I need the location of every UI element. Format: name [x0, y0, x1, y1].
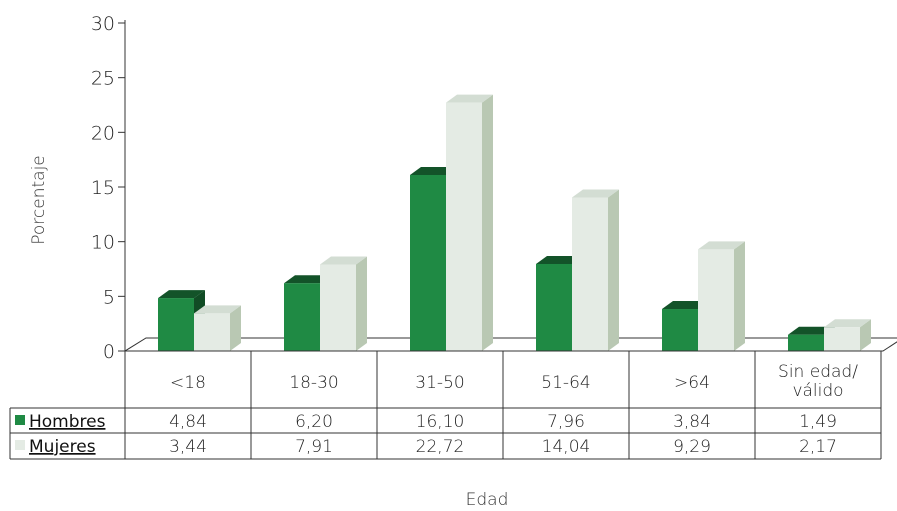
data-label: 7,96: [547, 412, 585, 432]
bar-top: [662, 301, 709, 310]
y-tick-label: 30: [91, 13, 115, 35]
bar-front: [320, 264, 356, 351]
bar-top: [158, 290, 205, 299]
bar-side: [734, 241, 745, 351]
data-label: 14,04: [542, 437, 591, 457]
category-label: <18: [170, 373, 206, 393]
y-axis: 0 5 10 15 20 25 30: [91, 13, 126, 363]
legend-swatch-mujeres: [15, 440, 25, 450]
x-axis-title: Edad: [466, 490, 509, 510]
data-label: 6,20: [295, 412, 333, 432]
y-axis-title: Porcentaje: [29, 155, 49, 245]
data-label: 16,10: [416, 412, 465, 432]
category-label: 51-64: [541, 373, 590, 393]
bar-top: [698, 241, 745, 250]
bar-front: [824, 327, 860, 351]
data-table: <18 18-30 31-50 51-64 >64 Sin edad/válido Homb…: [9, 350, 882, 460]
data-label: 4,84: [169, 412, 207, 432]
bar-top: [410, 166, 457, 175]
data-label: 3,84: [673, 412, 711, 432]
y-tick-label: 10: [91, 232, 115, 254]
bar-front: [788, 334, 824, 351]
y-tick-label: 20: [91, 122, 115, 144]
bar-hombres-0: [158, 290, 205, 351]
data-label: 2,17: [799, 437, 837, 457]
bar-marks: [158, 94, 871, 351]
bar-front: [536, 263, 572, 351]
bar-top: [824, 319, 871, 328]
y-tick-label: 15: [91, 177, 115, 199]
bar-top: [788, 326, 835, 335]
bar-side: [230, 305, 241, 351]
y-tick-label: 0: [103, 341, 115, 363]
bar-top: [320, 256, 367, 265]
bar-top: [572, 189, 619, 198]
bar-mujeres-5: [824, 319, 871, 351]
data-label: 7,91: [295, 437, 333, 457]
legend-swatch-hombres: [15, 415, 25, 425]
bar-top: [284, 275, 331, 284]
bar-mujeres-4: [698, 241, 745, 351]
bar-side: [356, 256, 367, 351]
bar-top: [194, 305, 241, 314]
data-label: 9,29: [673, 437, 711, 457]
bar-mujeres-0: [194, 305, 241, 351]
bar-front: [698, 249, 734, 351]
bar-top: [446, 94, 493, 103]
bar-front: [662, 309, 698, 351]
bar-side: [482, 94, 493, 351]
category-label: Sin edad/: [778, 362, 858, 382]
legend-label-mujeres: Mujeres: [29, 437, 96, 457]
data-label: 1,49: [799, 412, 837, 432]
category-label: válido: [792, 381, 843, 401]
bar-hombres-1: [284, 275, 331, 351]
y-tick-label: 25: [91, 68, 115, 90]
bar-front: [410, 174, 446, 351]
category-label: >64: [674, 373, 710, 393]
bar-front: [284, 283, 320, 351]
bar-side: [860, 319, 871, 351]
category-label: 31-50: [415, 373, 464, 393]
bar-mujeres-2: [446, 94, 493, 351]
bar-front: [194, 313, 230, 351]
bar-front: [572, 197, 608, 351]
bar-front: [446, 102, 482, 351]
legend-label-hombres: Hombres: [29, 412, 106, 432]
bar-hombres-4: [662, 301, 709, 351]
data-label: 22,72: [416, 437, 465, 457]
bar-top: [536, 255, 583, 264]
bar-side: [608, 189, 619, 351]
category-label: 18-30: [289, 373, 338, 393]
bar-mujeres-1: [320, 256, 367, 351]
bar-front: [158, 298, 194, 351]
data-label: 3,44: [169, 437, 207, 457]
y-tick-label: 5: [103, 286, 115, 308]
bar-mujeres-3: [572, 189, 619, 351]
